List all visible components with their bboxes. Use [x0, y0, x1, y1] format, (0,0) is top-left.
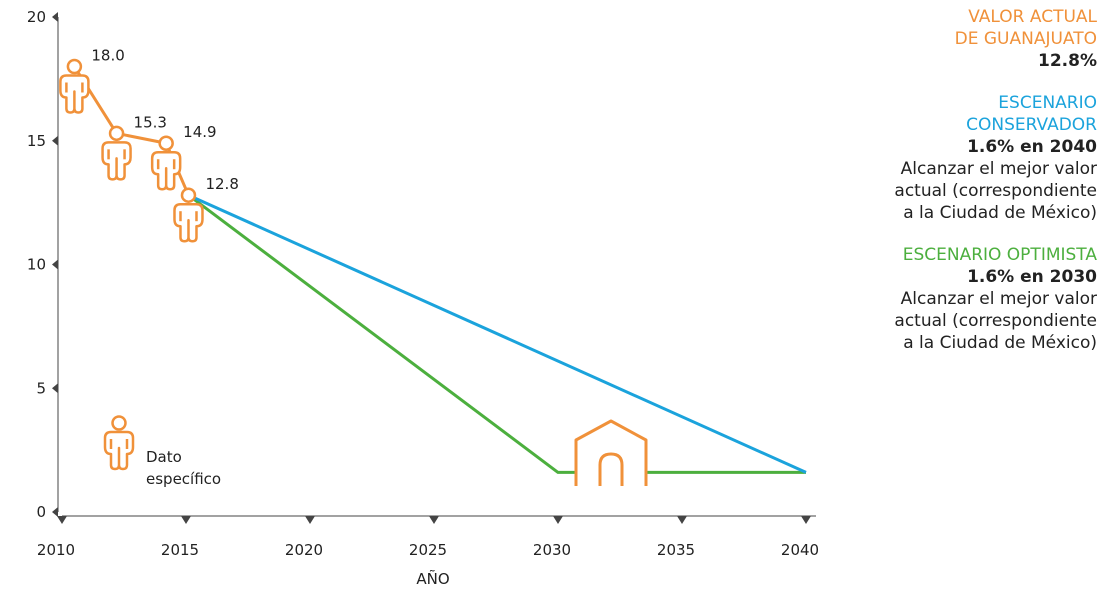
conservador-value: 1.6% en 2040: [967, 137, 1097, 157]
y-tick-mark: [52, 507, 58, 517]
house-icon: [574, 419, 648, 486]
y-tick-mark: [52, 259, 58, 270]
data-markers: 18.0 15.3 14.9 12.8: [59, 47, 239, 243]
conservador-title-line1: ESCENARIO: [998, 93, 1097, 113]
data-label: 12.8: [205, 175, 238, 193]
data-label: 18.0: [91, 47, 124, 65]
actual-value: 12.8%: [1038, 51, 1097, 71]
x-tick-mark: [181, 516, 191, 524]
optimista-desc-line2: actual (correspondiente: [894, 311, 1097, 331]
legend-person-icon: [103, 415, 135, 471]
data-point-person-icon: [101, 125, 132, 181]
optimista-desc-line1: Alcanzar el mejor valor: [900, 289, 1097, 309]
person-head: [158, 135, 174, 151]
x-tick-label: 2020: [285, 541, 323, 559]
data-label: 14.9: [183, 123, 216, 141]
data-label: 15.3: [134, 113, 167, 131]
optimista-title-line1: ESCENARIO OPTIMISTA: [902, 245, 1097, 265]
y-tick-label: 10: [27, 256, 46, 274]
person-body: [101, 141, 132, 181]
data-point-person-icon: [150, 135, 182, 191]
y-tick-label: 15: [27, 132, 46, 150]
conservador-desc-line2: actual (correspondiente: [894, 181, 1097, 201]
legend: Dato específico: [103, 415, 221, 488]
person-head: [111, 415, 127, 431]
x-axis-label: AÑO: [416, 569, 449, 588]
x-tick-label: 2035: [657, 541, 695, 559]
series-line-1: [187, 193, 807, 474]
y-tick-mark: [52, 135, 58, 146]
data-point-person-icon: [173, 187, 204, 243]
optimista-desc-line3: a la Ciudad de México): [903, 333, 1097, 353]
x-tick-label: 2025: [409, 541, 447, 559]
y-tick-mark: [52, 383, 58, 394]
y-tick-label: 5: [36, 379, 46, 397]
x-tick-mark: [677, 516, 687, 524]
y-tick-label: 20: [27, 8, 46, 26]
conservador-block: ESCENARIO CONSERVADOR 1.6% en 2040 Alcan…: [797, 92, 1097, 224]
axes: 0 5 10 15 20 2010 2015 2020 2025 2030 2035 2040: [27, 8, 819, 559]
x-tick-label: 2030: [533, 541, 571, 559]
legend-label-line1: Dato: [146, 448, 182, 466]
x-tick-mark: [801, 516, 811, 524]
person-body: [103, 430, 135, 471]
person-body: [59, 74, 90, 114]
series-line-2: [187, 194, 806, 474]
person-head: [108, 125, 125, 142]
x-tick-label: 2015: [161, 541, 199, 559]
actual-title-line2: DE GUANAJUATO: [954, 29, 1097, 49]
scenario-panel: VALOR ACTUAL DE GUANAJUATO 12.8% ESCENAR…: [797, 6, 1097, 374]
person-body: [150, 150, 182, 191]
x-tick-mark: [553, 516, 563, 524]
conservador-desc-line1: Alcanzar el mejor valor: [900, 159, 1097, 179]
x-tick-mark: [305, 516, 315, 524]
y-tick-mark: [52, 12, 58, 22]
person-head: [180, 187, 197, 203]
y-tick-label: 0: [36, 503, 46, 521]
data-point-person-icon: [59, 58, 90, 114]
house-door: [598, 452, 624, 486]
actual-title-line1: VALOR ACTUAL: [968, 7, 1097, 27]
x-tick-mark: [57, 516, 67, 524]
x-tick-mark: [429, 516, 439, 524]
x-tick-label: 2040: [781, 541, 819, 559]
person-body: [173, 202, 204, 243]
legend-person-icon-shape: [103, 415, 135, 471]
actual-block: VALOR ACTUAL DE GUANAJUATO 12.8%: [797, 6, 1097, 72]
conservador-desc-line3: a la Ciudad de México): [903, 203, 1097, 223]
legend-label-line2: específico: [146, 470, 221, 488]
optimista-value: 1.6% en 2030: [967, 267, 1097, 287]
x-tick-label: 2010: [37, 541, 75, 559]
conservador-title-line2: CONSERVADOR: [966, 115, 1097, 135]
optimista-block: ESCENARIO OPTIMISTA 1.6% en 2030 Alcanza…: [797, 244, 1097, 354]
person-head: [66, 58, 83, 75]
